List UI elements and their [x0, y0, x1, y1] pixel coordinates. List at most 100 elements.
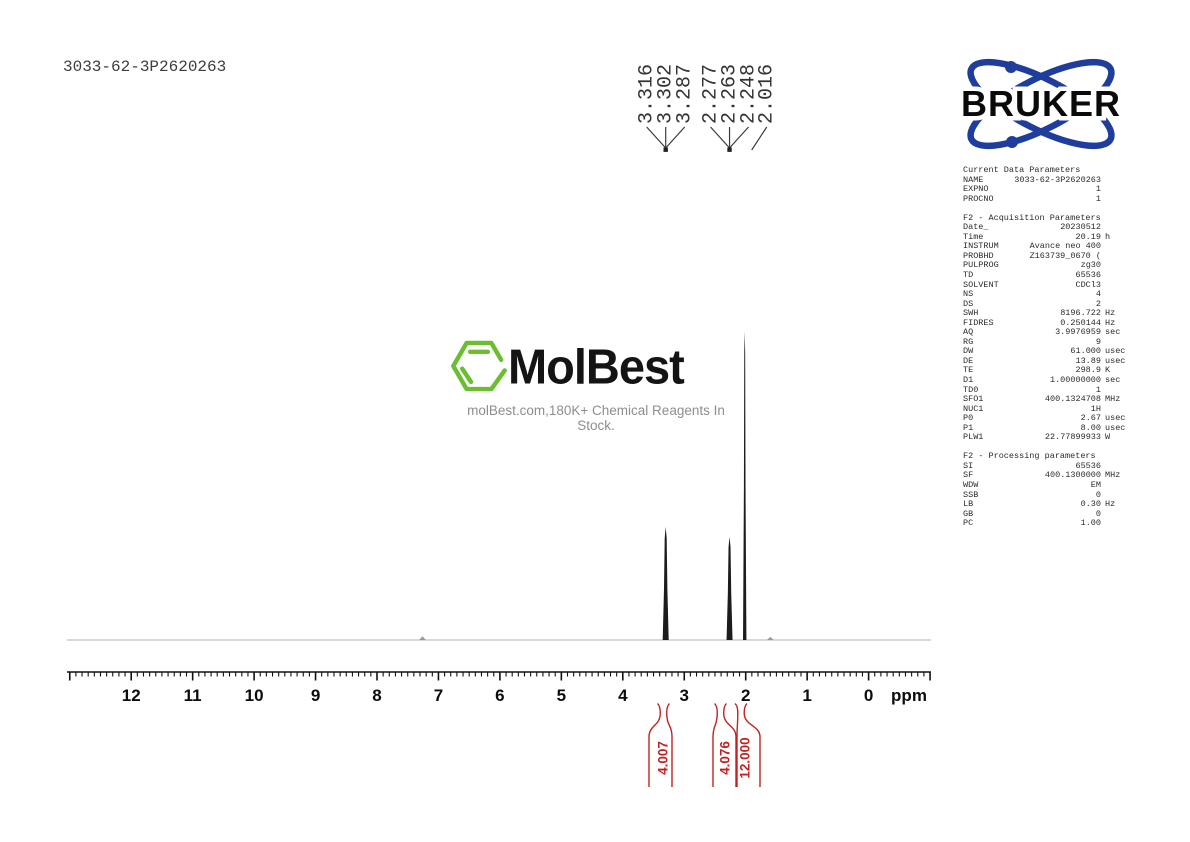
axis-tick-label: 2: [741, 686, 750, 705]
param-unit: K: [1105, 365, 1111, 376]
axis-tick-label: 0: [864, 686, 873, 705]
param-val: EM: [1090, 479, 1101, 490]
param-row: PROCNO 1: [963, 194, 1133, 205]
molbest-logo-row: MolBest: [448, 335, 744, 397]
param-row: PLW1 22.77899933 W: [963, 433, 1131, 443]
param-val: 4: [1095, 289, 1101, 300]
param-row: P1 8.00 usec: [963, 423, 1131, 434]
param-unit: h: [1105, 231, 1111, 242]
param-section: F2 - Acquisition Parameters Date_ 20230512…: [963, 212, 1133, 443]
peak-shift-label: 3.287: [673, 63, 697, 125]
param-val: 9: [1095, 336, 1101, 347]
param-row: NS 4: [963, 290, 1131, 300]
parameters-panel: Current Data Parameters NAME 3033-62-3P262…: [963, 165, 1133, 529]
param-unit: [1101, 176, 1133, 186]
param-row: TE 298.9 K: [963, 366, 1131, 376]
param-row: GB 0: [963, 509, 1133, 520]
axis-tick-label: 8: [372, 686, 381, 705]
param-val: 22.77899933: [1044, 432, 1101, 443]
param-name: SF: [963, 471, 974, 481]
bruker-wordmark: BRUKER: [961, 83, 1121, 124]
param-name: DW: [963, 347, 974, 357]
param-unit: [1101, 261, 1133, 271]
spectrum-peak: [743, 331, 747, 640]
param-val: zg30: [1080, 260, 1101, 271]
param-name: SOLVENT: [963, 280, 999, 290]
peak-shift-label: 2.016: [755, 63, 779, 125]
param-val: 1.00: [1080, 518, 1101, 529]
axis-tick-label: 10: [245, 686, 264, 705]
param-section-title: Current Data Parameters: [963, 165, 1081, 175]
param-name: PROCNO: [963, 194, 994, 204]
param-row: PROBHD Z163739_0670 (: [963, 250, 1133, 262]
integral-marker: [722, 702, 737, 787]
param-val: 13.89: [1075, 355, 1101, 366]
param-unit: Hz: [1105, 499, 1116, 510]
param-row: TD0 1: [963, 385, 1131, 396]
param-unit: [1101, 271, 1133, 281]
param-name: NS: [963, 290, 974, 300]
param-val: 61.000: [1070, 346, 1101, 357]
param-unit: MHz: [1105, 470, 1121, 481]
orbit-node-icon: [1005, 61, 1017, 73]
param-unit: sec: [1105, 327, 1121, 338]
param-val: Z163739_0670 (: [1029, 250, 1101, 261]
param-name: P0: [963, 414, 974, 424]
param-name: DE: [963, 356, 974, 366]
param-unit: W: [1105, 432, 1111, 443]
param-val: 1H: [1090, 403, 1101, 414]
param-row: DS 2: [963, 298, 1131, 310]
param-name: RG: [963, 337, 974, 347]
param-val: 0: [1095, 489, 1101, 500]
param-val: Avance neo 400: [1029, 241, 1101, 252]
param-val: 65536: [1075, 269, 1101, 280]
peak-label-connector: [646, 126, 667, 149]
param-name: PC: [963, 519, 974, 529]
param-unit: [1101, 195, 1133, 205]
param-val: 2: [1095, 298, 1101, 309]
param-name: TD: [963, 270, 974, 280]
param-section-title: F2 - Acquisition Parameters: [963, 212, 1101, 223]
param-unit: [1101, 519, 1133, 529]
integral-marker: [665, 702, 673, 787]
param-name: INSTRUM: [963, 242, 999, 252]
orbit-node-icon: [1006, 136, 1018, 148]
param-row: PC 1.00: [963, 519, 1131, 529]
param-unit: [1101, 242, 1133, 252]
param-name: TD0: [963, 385, 979, 395]
spectrum-peak: [662, 526, 669, 640]
param-row: EXPNO 1: [963, 185, 1131, 195]
sample-id: 3033-62-3P2620263: [63, 58, 227, 76]
axis-tick-label: 5: [557, 686, 566, 705]
param-unit: Hz: [1105, 308, 1116, 319]
param-row: SFO1 400.1324708 MHz: [963, 395, 1131, 405]
param-unit: sec: [1105, 374, 1121, 385]
param-row: TD 65536: [963, 269, 1133, 281]
axis-tick-label: 4: [618, 686, 628, 705]
axis-tick-label: 12: [122, 686, 141, 705]
param-section-title: F2 - Processing parameters: [963, 451, 1096, 462]
param-row: RG 9: [963, 336, 1131, 348]
param-val: 1: [1095, 184, 1101, 195]
spectrum-peak: [418, 636, 426, 640]
spectrum-peak: [726, 536, 733, 640]
param-name: TE: [963, 366, 974, 376]
param-row: AQ 3.9976959 sec: [963, 328, 1131, 338]
param-val: 20230512: [1060, 222, 1101, 233]
param-unit: [1101, 510, 1133, 520]
param-unit: [1101, 281, 1133, 291]
param-row: INSTRUM Avance neo 400: [963, 242, 1131, 252]
param-unit: [1101, 252, 1133, 262]
param-name: FIDRES: [963, 318, 994, 328]
param-row: SF 400.1300000 MHz: [963, 471, 1131, 481]
param-row: SSB 0: [963, 489, 1131, 501]
param-name: P1: [963, 423, 974, 433]
param-name: WDW: [963, 480, 979, 490]
param-row: SI 65536: [963, 461, 1131, 472]
param-val: 8196.722: [1060, 308, 1101, 319]
param-name: PROBHD: [963, 251, 994, 261]
param-val: CDCl3: [1075, 279, 1101, 290]
param-val: 2.67: [1080, 413, 1101, 424]
param-name: AQ: [963, 328, 974, 338]
param-name: NUC1: [963, 404, 984, 414]
